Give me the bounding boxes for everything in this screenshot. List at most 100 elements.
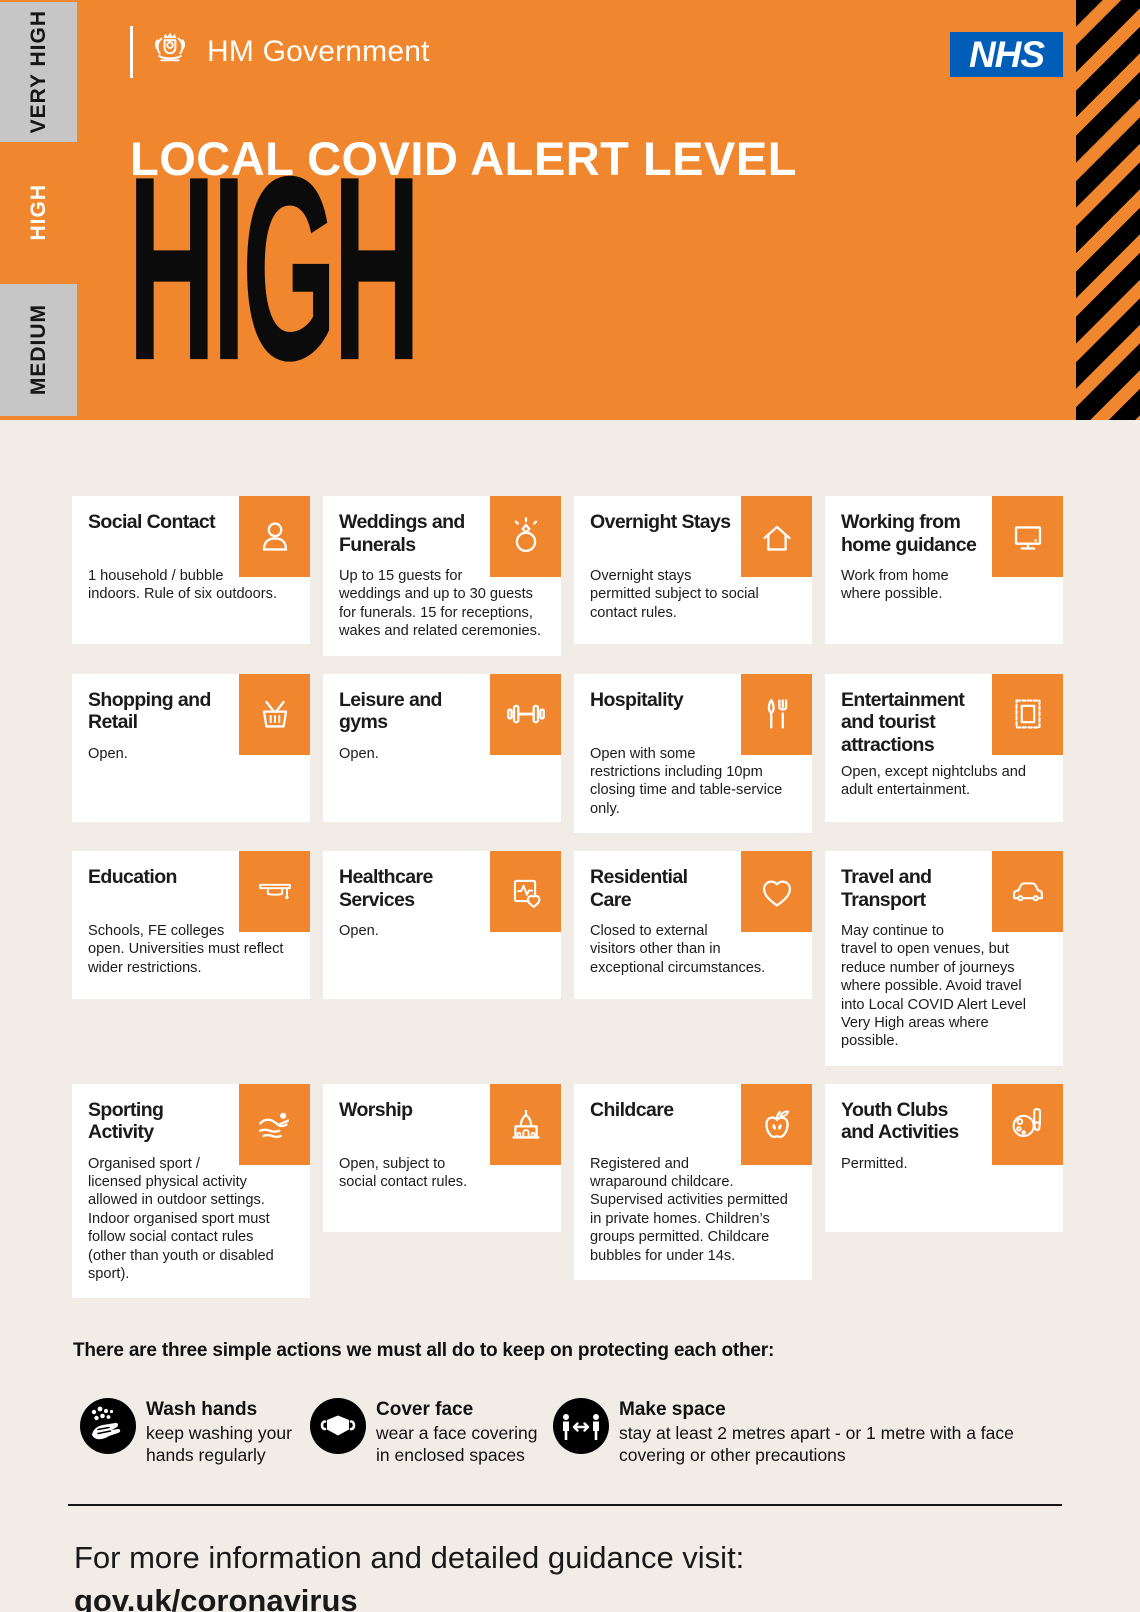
footer-info-text: For more information and detailed guidan… (74, 1540, 745, 1576)
card-childcare: Childcare Registered and wraparound child… (574, 1083, 812, 1280)
action-wash-hands: Wash hands keep washing your hands regula… (80, 1398, 310, 1466)
card-body: Permitted. (841, 1155, 908, 1172)
tab-medium: MEDIUM (0, 284, 77, 416)
wash-hands-icon (80, 1398, 136, 1455)
dumbbell-icon (490, 673, 561, 755)
header: VERY HIGH HIGH MEDIUM (0, 0, 1140, 420)
hazard-stripes (1076, 0, 1140, 420)
card-title: Education (88, 866, 177, 888)
monitor-icon (992, 496, 1063, 577)
card-body: Overnight stays permitted subject to soc… (590, 568, 759, 621)
action-title: Cover face (376, 1399, 474, 1421)
face-covering-icon (310, 1398, 366, 1455)
actions-row: Wash hands keep washing your hands regula… (80, 1398, 1068, 1466)
card-title: Worship (339, 1098, 413, 1121)
card-title: Entertainment and tourist attractions (841, 688, 965, 757)
tab-high-label: HIGH (26, 183, 50, 241)
card-weddings-and-funerals: Weddings and Funerals Up to 15 guests for… (323, 496, 561, 656)
card-hospitality: Hospitality Open with some restrictions i… (574, 673, 812, 833)
action-body: stay at least 2 metres apart - or 1 metr… (619, 1423, 1014, 1466)
card-title: Healthcare Services (339, 866, 433, 911)
card-body: Up to 15 guests for weddings and up to 3… (339, 568, 541, 640)
action-text: Cover face wear a face covering in enclos… (376, 1398, 553, 1466)
alert-level-tabs: VERY HIGH HIGH MEDIUM (0, 0, 77, 420)
card-body: Open, subject to social contact rules. (339, 1155, 468, 1190)
tab-very-high-label: VERY HIGH (26, 10, 50, 134)
wedding-ring-icon (490, 496, 561, 577)
card-body: Schools, FE colleges open. Universities … (88, 923, 284, 976)
card-body: Open, except nightclubs and adult entert… (841, 763, 1026, 799)
logo-divider-bar (130, 26, 133, 78)
action-text: Make space stay at least 2 metres apart -… (619, 1398, 1068, 1466)
card-education: Education Schools, FE colleges open. Univ… (72, 851, 310, 999)
card-body: Open. (88, 745, 128, 762)
card-body: Closed to external visitors other than i… (590, 923, 766, 976)
knife-fork-icon (741, 673, 812, 755)
person-icon (239, 496, 310, 577)
action-cover-face: Cover face wear a face covering in enclos… (310, 1398, 553, 1466)
card-title: Childcare (590, 1098, 674, 1121)
place-of-worship-icon (490, 1083, 561, 1165)
card-body: Work from home where possible. (841, 568, 949, 603)
card-social-contact: Social Contact 1 household / bubble indoo… (72, 496, 310, 644)
action-text: Wash hands keep washing your hands regula… (146, 1398, 310, 1466)
card-leisure-and-gyms: Leisure and gyms Open. (323, 673, 561, 822)
action-title: Wash hands (146, 1399, 258, 1421)
tab-very-high: VERY HIGH (0, 2, 77, 142)
card-title: Overnight Stays (590, 511, 731, 533)
card-worship: Worship Open, subject to social contact r… (323, 1083, 561, 1232)
card-title: Travel and Transport (841, 866, 932, 911)
card-body: Open with some restrictions including 10… (590, 745, 783, 817)
hm-government-logo: HM Government (130, 25, 430, 79)
card-body: Organised sport / licensed physical acti… (88, 1155, 274, 1282)
royal-crest-icon (144, 24, 196, 81)
action-body: keep washing your hands regularly (146, 1423, 292, 1466)
actions-heading: There are three simple actions we must a… (73, 1340, 775, 1362)
card-body: Open. (339, 745, 379, 762)
nhs-logo: NHS (950, 32, 1063, 77)
card-residential-care: Residential Care Closed to external visit… (574, 851, 812, 999)
card-travel-and-transport: Travel and Transport May continue to trav… (825, 851, 1063, 1066)
card-title: Leisure and gyms (339, 688, 442, 734)
alert-level-text: HIGH (128, 121, 421, 416)
card-healthcare-services: Healthcare Services Open. (323, 851, 561, 999)
rules-grid: Social Contact 1 household / bubble indoo… (72, 496, 1063, 1299)
social-distance-icon (553, 1398, 609, 1455)
gov-label: HM Government (207, 35, 430, 68)
card-title: Sporting Activity (88, 1098, 164, 1144)
mortarboard-icon (239, 851, 310, 932)
car-icon (992, 851, 1063, 932)
heart-icon (741, 851, 812, 932)
nhs-label: NHS (968, 33, 1045, 75)
card-title: Working from home guidance (841, 511, 977, 556)
shopping-basket-icon (239, 673, 310, 755)
card-body: May continue to travel to open venues, b… (841, 923, 1026, 1050)
tab-high: HIGH (0, 142, 77, 282)
card-overnight-stays: Overnight Stays Overnight stays permitted… (574, 496, 812, 644)
swimmer-icon (239, 1083, 310, 1165)
card-title: Social Contact (88, 511, 216, 533)
card-title: Youth Clubs and Activities (841, 1098, 959, 1144)
card-body: Registered and wraparound childcare. Sup… (590, 1155, 788, 1264)
house-icon (741, 496, 812, 577)
card-title: Weddings and Funerals (339, 511, 465, 556)
card-youth-clubs-and-activities: Youth Clubs and Activities Permitted. (825, 1083, 1063, 1232)
card-entertainment-and-tourist-attractions: Entertainment and tourist attractions Ope… (825, 673, 1063, 822)
card-working-from-home-guidance: Working from home guidance Work from home… (825, 496, 1063, 644)
card-title: Hospitality (590, 688, 684, 711)
footer-url: gov.uk/coronavirus (74, 1583, 358, 1612)
divider (68, 1504, 1062, 1507)
action-make-space: Make space stay at least 2 metres apart -… (553, 1398, 1068, 1466)
paint-palette-icon (992, 1083, 1063, 1165)
stamp-icon (992, 673, 1063, 755)
footer: For more information and detailed guidan… (74, 1540, 1080, 1612)
card-body: Open. (339, 923, 379, 939)
card-sporting-activity: Sporting Activity Organised sport / licen… (72, 1083, 310, 1299)
health-screen-icon (490, 851, 561, 932)
apple-icon (741, 1083, 812, 1165)
card-title: Residential Care (590, 866, 688, 911)
card-title: Shopping and Retail (88, 688, 211, 734)
card-shopping-and-retail: Shopping and Retail Open. (72, 673, 310, 822)
action-body: wear a face covering in enclosed spaces (376, 1423, 538, 1466)
